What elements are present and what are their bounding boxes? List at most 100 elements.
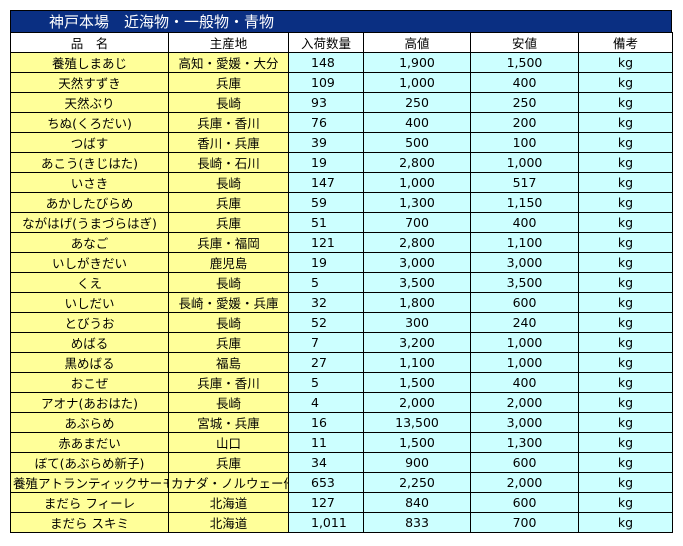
cell-notes: kg [578, 132, 673, 153]
cell-notes: kg [578, 352, 673, 373]
cell-high-price: 2,800 [363, 152, 471, 173]
cell-name: 天然すずき [10, 72, 169, 93]
cell-notes: kg [578, 332, 673, 353]
cell-quantity: 148 [288, 52, 364, 73]
cell-name: あなご [10, 232, 169, 253]
table-row: あなご 兵庫・福岡 121 2,800 1,100 kg [10, 232, 673, 253]
cell-quantity: 76 [288, 112, 364, 133]
cell-low-price: 517 [470, 172, 579, 193]
cell-quantity: 109 [288, 72, 364, 93]
cell-name: おこぜ [10, 372, 169, 393]
cell-low-price: 400 [470, 212, 579, 233]
cell-low-price: 600 [470, 492, 579, 513]
cell-low-price: 200 [470, 112, 579, 133]
cell-high-price: 1,900 [363, 52, 471, 73]
cell-low-price: 400 [470, 72, 579, 93]
cell-origin: 兵庫 [168, 72, 289, 93]
cell-notes: kg [578, 312, 673, 333]
cell-low-price: 1,300 [470, 432, 579, 453]
cell-origin: 兵庫・香川 [168, 112, 289, 133]
cell-origin: 長崎 [168, 92, 289, 113]
cell-name: 養殖アトランティックサーモン [10, 472, 169, 493]
table-row: まだら スキミ 北海道 1,011 833 700 kg [10, 512, 673, 533]
cell-name: ながはげ(うまづらはぎ) [10, 212, 169, 233]
table-row: いしがきだい 鹿児島 19 3,000 3,000 kg [10, 252, 673, 273]
cell-high-price: 2,800 [363, 232, 471, 253]
cell-low-price: 240 [470, 312, 579, 333]
cell-name: まだら スキミ [10, 512, 169, 533]
cell-low-price: 250 [470, 92, 579, 113]
cell-name: つばす [10, 132, 169, 153]
cell-notes: kg [578, 192, 673, 213]
cell-name: 養殖しまあじ [10, 52, 169, 73]
cell-notes: kg [578, 372, 673, 393]
cell-high-price: 1,500 [363, 372, 471, 393]
cell-origin: 兵庫・福岡 [168, 232, 289, 253]
cell-high-price: 1,000 [363, 72, 471, 93]
cell-origin: 長崎 [168, 312, 289, 333]
cell-name: いさき [10, 172, 169, 193]
table-row: つばす 香川・兵庫 39 500 100 kg [10, 132, 673, 153]
cell-notes: kg [578, 272, 673, 293]
cell-quantity: 59 [288, 192, 364, 213]
cell-high-price: 250 [363, 92, 471, 113]
cell-quantity: 93 [288, 92, 364, 113]
header-high-price: 高値 [363, 32, 471, 53]
header-row: 品 名 主産地 入荷数量 高値 安値 備考 [10, 32, 673, 53]
table-row: いさき 長崎 147 1,000 517 kg [10, 172, 673, 193]
table-row: あぶらめ 宮城・兵庫 16 13,500 3,000 kg [10, 412, 673, 433]
cell-name: まだら フィーレ [10, 492, 169, 513]
cell-low-price: 1,100 [470, 232, 579, 253]
cell-quantity: 39 [288, 132, 364, 153]
cell-high-price: 300 [363, 312, 471, 333]
header-notes: 備考 [578, 32, 673, 53]
cell-quantity: 127 [288, 492, 364, 513]
price-table: 品 名 主産地 入荷数量 高値 安値 備考 養殖しまあじ 高知・愛媛・大分 148 1… [10, 32, 673, 533]
cell-origin: 福島 [168, 352, 289, 373]
cell-notes: kg [578, 392, 673, 413]
cell-origin: 兵庫 [168, 192, 289, 213]
cell-low-price: 1,500 [470, 52, 579, 73]
cell-quantity: 5 [288, 272, 364, 293]
cell-notes: kg [578, 432, 673, 453]
cell-notes: kg [578, 452, 673, 473]
cell-high-price: 3,200 [363, 332, 471, 353]
cell-quantity: 1,011 [288, 512, 364, 533]
cell-origin: カナダ・ノルウェー他 [168, 472, 289, 493]
cell-high-price: 700 [363, 212, 471, 233]
cell-notes: kg [578, 232, 673, 253]
cell-name: ぼて(あぶらめ新子) [10, 452, 169, 473]
table-row: 赤あまだい 山口 11 1,500 1,300 kg [10, 432, 673, 453]
cell-name: ちぬ(くろだい) [10, 112, 169, 133]
cell-name: めばる [10, 332, 169, 353]
cell-name: あぶらめ [10, 412, 169, 433]
cell-name: 赤あまだい [10, 432, 169, 453]
table-row: おこぜ 兵庫・香川 5 1,500 400 kg [10, 372, 673, 393]
cell-low-price: 3,500 [470, 272, 579, 293]
cell-notes: kg [578, 52, 673, 73]
cell-origin: 北海道 [168, 512, 289, 533]
cell-high-price: 2,250 [363, 472, 471, 493]
cell-name: くえ [10, 272, 169, 293]
cell-notes: kg [578, 72, 673, 93]
cell-origin: 長崎 [168, 392, 289, 413]
cell-origin: 北海道 [168, 492, 289, 513]
cell-low-price: 600 [470, 452, 579, 473]
cell-high-price: 500 [363, 132, 471, 153]
cell-notes: kg [578, 92, 673, 113]
cell-quantity: 52 [288, 312, 364, 333]
cell-origin: 香川・兵庫 [168, 132, 289, 153]
cell-high-price: 1,100 [363, 352, 471, 373]
cell-origin: 長崎 [168, 272, 289, 293]
cell-origin: 兵庫 [168, 452, 289, 473]
table-row: めばる 兵庫 7 3,200 1,000 kg [10, 332, 673, 353]
cell-origin: 兵庫・香川 [168, 372, 289, 393]
cell-name: あかしたびらめ [10, 192, 169, 213]
cell-name: とびうお [10, 312, 169, 333]
cell-low-price: 100 [470, 132, 579, 153]
cell-name: 黒めばる [10, 352, 169, 373]
cell-origin: 兵庫 [168, 332, 289, 353]
cell-origin: 長崎・石川 [168, 152, 289, 173]
cell-high-price: 3,500 [363, 272, 471, 293]
cell-low-price: 3,000 [470, 252, 579, 273]
